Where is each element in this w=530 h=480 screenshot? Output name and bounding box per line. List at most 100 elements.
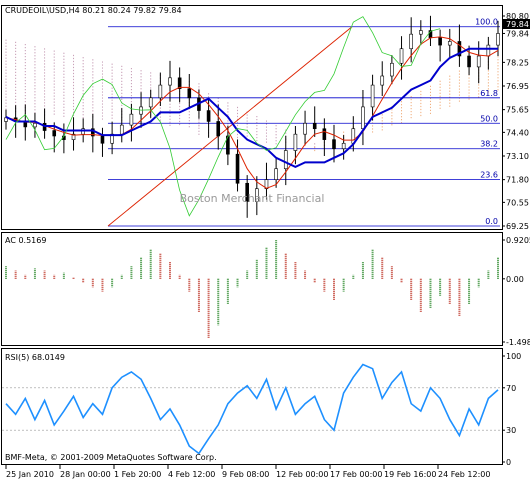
candle-bear (312, 122, 317, 130)
candle-bear (438, 37, 442, 46)
candle-bull (496, 33, 500, 46)
time-tick-label: 9 Feb 08:00 (222, 470, 269, 479)
ac-tick-label: 0.00 (506, 275, 524, 284)
rsi-tick-label: 100 (506, 352, 521, 361)
fibo-level-label: 100.0 (475, 18, 498, 27)
time-tick-label: 24 Feb 12:00 (438, 470, 490, 479)
watermark: Boston Merchant Financial (180, 192, 325, 205)
cloud-bull (478, 96, 480, 98)
candle-bear (245, 182, 249, 202)
candle-bull (293, 133, 298, 151)
price-tick-label: 70.55 (506, 198, 529, 207)
rsi-tick-label: 0 (506, 458, 511, 467)
time-tick-label: 4 Feb 12:00 (168, 470, 215, 479)
cloud-bull (381, 129, 383, 131)
fibo-level-label: 23.6 (480, 171, 498, 180)
candle-bull (274, 168, 278, 180)
ac-title: AC 0.5169 (5, 236, 46, 245)
candle-bear (100, 135, 105, 144)
cloud-bear (275, 143, 277, 145)
kijun-line (5, 47, 498, 169)
ac-histogram (5, 240, 499, 338)
rsi-line (2, 363, 502, 455)
trend-line (107, 26, 353, 227)
main-chart-title: CRUDEOIL\USD,H4 80.21 80.24 79.82 79.84 (5, 6, 182, 15)
ac-tick-label: 0.9205 (506, 236, 530, 245)
candle-bear (467, 55, 471, 68)
candle-bull (158, 84, 163, 99)
ac-panel-frame (1, 232, 503, 346)
candle-bull (255, 188, 259, 202)
fibo-level-label: 61.8 (480, 89, 498, 98)
candle-bull (283, 150, 288, 170)
candle-bull (380, 75, 385, 86)
candle-bull (119, 124, 124, 135)
rsi-panel-frame (1, 348, 503, 465)
candle-bear (52, 130, 57, 137)
candle-bull (486, 44, 491, 57)
current-price-box (503, 19, 530, 29)
rsi-tick-label: 70 (506, 384, 516, 393)
price-tick-label: 74.40 (506, 128, 529, 137)
candle-bull (419, 30, 423, 35)
time-tick-label: 12 Feb 00:00 (276, 470, 328, 479)
candle-bear (322, 128, 327, 140)
copyright-text: BMF-Meta, © 2001-2009 MetaQuotes Softwar… (5, 453, 217, 462)
candle-bear (91, 128, 95, 137)
moving-average-line (5, 36, 499, 189)
cloud-bull (429, 112, 431, 115)
time-tick-label: 1 Feb 20:00 (114, 470, 161, 479)
candle-bear (235, 153, 240, 184)
candle-bull (370, 84, 375, 108)
price-axis: 80.8079.8478.2576.9575.6574.4073.1071.80… (502, 12, 529, 231)
indicator-lines (5, 16, 499, 217)
cloud-bear (188, 126, 190, 128)
rsi-tick-label: 30 (506, 426, 516, 435)
candle-bull (476, 55, 481, 68)
candle-bear (216, 121, 221, 137)
fibo-level-label: 50.0 (480, 114, 498, 123)
rsi-title: RSI(5) 68.0149 (5, 353, 65, 362)
rsi-axis: 100 70 30 0 (502, 352, 521, 467)
candle-bull (33, 122, 37, 128)
candle-bull (390, 62, 394, 77)
time-tick-label: 28 Jan 00:00 (60, 470, 111, 479)
price-tick-label: 76.95 (506, 82, 529, 91)
price-tick-label: 69.25 (506, 222, 529, 231)
candle-bull (303, 122, 307, 135)
candle-bull (139, 106, 143, 115)
candle-bear (177, 77, 182, 90)
candle-bull (361, 106, 365, 130)
candle-bull (71, 133, 76, 140)
rsi-series-line (5, 363, 499, 455)
ac-tick-label: -1.4986 (506, 338, 530, 347)
candle-bull (148, 97, 153, 108)
candle-bull (341, 142, 346, 150)
chikou-line (5, 16, 441, 217)
candle-bear (187, 88, 192, 99)
candle-bear (457, 41, 462, 57)
ichimoku-cloud (5, 39, 499, 153)
time-tick-label: 17 Feb 00:00 (330, 470, 382, 479)
price-candles (4, 15, 500, 218)
price-tick-label: 75.65 (506, 106, 529, 115)
fibo-level-label: 38.2 (480, 140, 498, 149)
time-tick-label: 19 Feb 16:00 (384, 470, 436, 479)
candle-bull (129, 113, 134, 126)
price-tick-label: 71.80 (506, 176, 529, 185)
time-axis: 25 Jan 2010 28 Jan 00:00 1 Feb 20:00 4 Feb … (5, 465, 490, 479)
price-tick-label: 73.10 (506, 152, 529, 161)
candle-bear (226, 135, 230, 155)
fibo-level-label: 0.0 (485, 217, 498, 226)
current-price-label: 79.84 (506, 20, 529, 29)
candle-bull (409, 33, 413, 50)
price-tick-label: 80.80 (506, 12, 529, 21)
candle-bear (206, 110, 211, 122)
candle-bull (168, 77, 172, 86)
price-tick-label: 79.84 (506, 29, 529, 38)
time-tick-label: 25 Jan 2010 (6, 470, 54, 479)
candle-bear (332, 139, 336, 150)
ac-axis: 0.9205 0.00 -1.4986 (502, 236, 530, 347)
